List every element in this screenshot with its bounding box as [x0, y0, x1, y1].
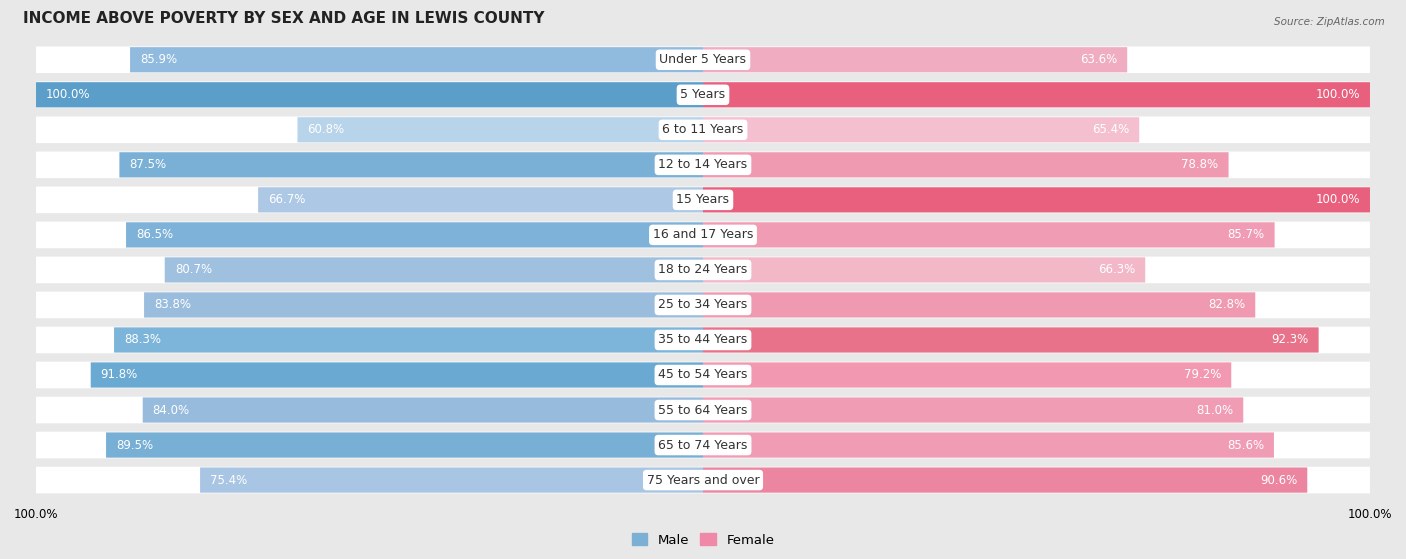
FancyBboxPatch shape — [143, 397, 703, 423]
FancyBboxPatch shape — [703, 117, 1139, 143]
FancyBboxPatch shape — [127, 222, 703, 248]
FancyBboxPatch shape — [131, 47, 703, 72]
FancyBboxPatch shape — [143, 292, 703, 318]
FancyBboxPatch shape — [703, 152, 1229, 177]
FancyBboxPatch shape — [703, 467, 1308, 492]
FancyBboxPatch shape — [91, 362, 703, 387]
FancyBboxPatch shape — [120, 152, 703, 177]
FancyBboxPatch shape — [259, 187, 703, 212]
Text: 79.2%: 79.2% — [1184, 368, 1222, 381]
Text: 87.5%: 87.5% — [129, 158, 166, 172]
Text: 5 Years: 5 Years — [681, 88, 725, 101]
Text: Source: ZipAtlas.com: Source: ZipAtlas.com — [1274, 17, 1385, 27]
Text: 83.8%: 83.8% — [155, 299, 191, 311]
Text: 15 Years: 15 Years — [676, 193, 730, 206]
Text: 65.4%: 65.4% — [1092, 124, 1129, 136]
Text: 100.0%: 100.0% — [1316, 88, 1360, 101]
FancyBboxPatch shape — [703, 433, 1274, 458]
Text: 88.3%: 88.3% — [124, 334, 162, 347]
Text: INCOME ABOVE POVERTY BY SEX AND AGE IN LEWIS COUNTY: INCOME ABOVE POVERTY BY SEX AND AGE IN L… — [22, 11, 544, 26]
FancyBboxPatch shape — [200, 467, 703, 492]
FancyBboxPatch shape — [37, 257, 1369, 283]
Text: 65 to 74 Years: 65 to 74 Years — [658, 439, 748, 452]
FancyBboxPatch shape — [37, 397, 1369, 423]
Text: 86.5%: 86.5% — [136, 229, 173, 241]
FancyBboxPatch shape — [114, 328, 703, 353]
Text: 80.7%: 80.7% — [174, 263, 212, 276]
FancyBboxPatch shape — [37, 82, 703, 107]
FancyBboxPatch shape — [703, 222, 1275, 248]
Text: 90.6%: 90.6% — [1260, 473, 1298, 486]
Text: 16 and 17 Years: 16 and 17 Years — [652, 229, 754, 241]
Text: 45 to 54 Years: 45 to 54 Years — [658, 368, 748, 381]
Text: 85.9%: 85.9% — [141, 53, 177, 67]
FancyBboxPatch shape — [37, 151, 1369, 178]
FancyBboxPatch shape — [298, 117, 703, 143]
Text: 84.0%: 84.0% — [153, 404, 190, 416]
Text: 66.7%: 66.7% — [269, 193, 305, 206]
FancyBboxPatch shape — [703, 292, 1256, 318]
FancyBboxPatch shape — [37, 221, 1369, 248]
Text: 92.3%: 92.3% — [1271, 334, 1309, 347]
Text: 25 to 34 Years: 25 to 34 Years — [658, 299, 748, 311]
Text: 63.6%: 63.6% — [1080, 53, 1118, 67]
FancyBboxPatch shape — [37, 116, 1369, 143]
Text: 81.0%: 81.0% — [1197, 404, 1233, 416]
Text: 85.7%: 85.7% — [1227, 229, 1264, 241]
Text: 66.3%: 66.3% — [1098, 263, 1135, 276]
Text: 100.0%: 100.0% — [46, 88, 90, 101]
FancyBboxPatch shape — [37, 46, 1369, 73]
Text: 75 Years and over: 75 Years and over — [647, 473, 759, 486]
FancyBboxPatch shape — [703, 82, 1369, 107]
FancyBboxPatch shape — [37, 292, 1369, 318]
FancyBboxPatch shape — [703, 362, 1232, 387]
Legend: Male, Female: Male, Female — [626, 528, 780, 552]
Text: 91.8%: 91.8% — [101, 368, 138, 381]
FancyBboxPatch shape — [37, 432, 1369, 458]
FancyBboxPatch shape — [703, 397, 1243, 423]
Text: 18 to 24 Years: 18 to 24 Years — [658, 263, 748, 276]
Text: 100.0%: 100.0% — [1316, 193, 1360, 206]
FancyBboxPatch shape — [37, 82, 1369, 108]
FancyBboxPatch shape — [37, 362, 1369, 389]
Text: 60.8%: 60.8% — [308, 124, 344, 136]
FancyBboxPatch shape — [165, 257, 703, 282]
FancyBboxPatch shape — [37, 467, 1369, 494]
FancyBboxPatch shape — [703, 47, 1128, 72]
Text: 55 to 64 Years: 55 to 64 Years — [658, 404, 748, 416]
Text: 35 to 44 Years: 35 to 44 Years — [658, 334, 748, 347]
FancyBboxPatch shape — [37, 326, 1369, 353]
Text: 78.8%: 78.8% — [1181, 158, 1219, 172]
FancyBboxPatch shape — [37, 187, 1369, 213]
Text: 85.6%: 85.6% — [1227, 439, 1264, 452]
FancyBboxPatch shape — [703, 257, 1146, 282]
Text: 6 to 11 Years: 6 to 11 Years — [662, 124, 744, 136]
Text: Under 5 Years: Under 5 Years — [659, 53, 747, 67]
FancyBboxPatch shape — [703, 328, 1319, 353]
Text: 75.4%: 75.4% — [209, 473, 247, 486]
Text: 82.8%: 82.8% — [1208, 299, 1246, 311]
FancyBboxPatch shape — [703, 187, 1369, 212]
Text: 89.5%: 89.5% — [117, 439, 153, 452]
FancyBboxPatch shape — [105, 433, 703, 458]
Text: 12 to 14 Years: 12 to 14 Years — [658, 158, 748, 172]
